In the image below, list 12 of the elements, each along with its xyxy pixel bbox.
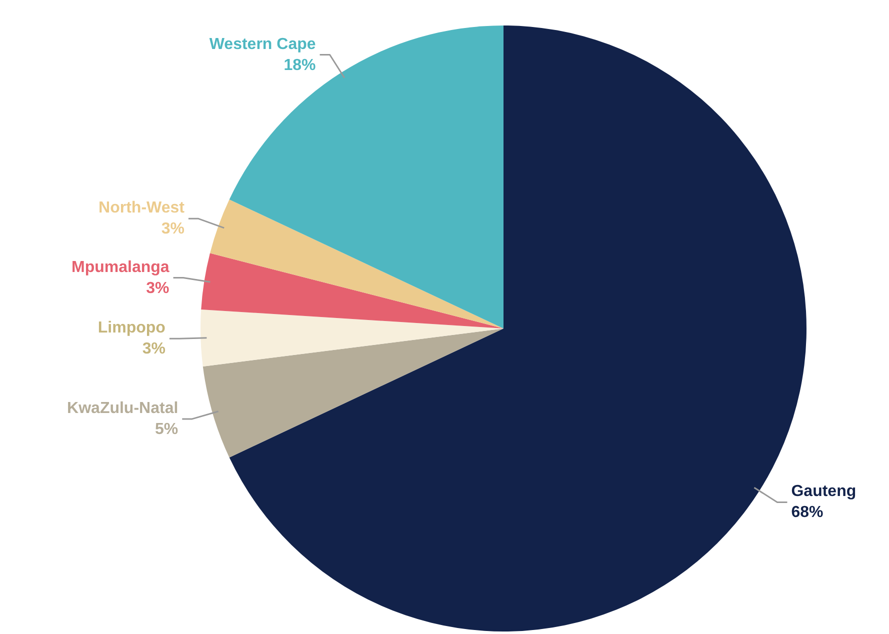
slice-label: North-West [98, 200, 186, 217]
slice-label: Gauteng [791, 483, 856, 500]
data-label: 3% [142, 340, 166, 358]
slice-label: KwaZulu-Natal [67, 400, 178, 417]
data-label: 5% [155, 420, 178, 438]
data-label: 18% [284, 56, 316, 74]
slice-label: Limpopo [98, 320, 166, 337]
slice-label: Mpumalanga [71, 258, 170, 276]
data-label: 3% [161, 220, 184, 238]
slice-label: Western Cape [209, 36, 316, 53]
data-label: 3% [146, 280, 170, 297]
data-label: 68% [791, 504, 824, 522]
